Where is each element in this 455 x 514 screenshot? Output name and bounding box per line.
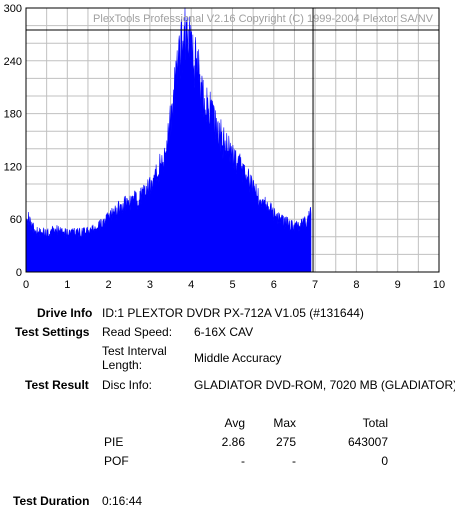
y-tick-label: 240 — [4, 56, 22, 68]
test-interval-value: Middle Accuracy — [194, 351, 282, 365]
disc-info-value: GLADIATOR DVD-ROM, 7020 MB (GLADIATOR) — [194, 378, 455, 392]
y-tick-label: 180 — [4, 109, 22, 121]
test-settings-label: Test Settings — [15, 325, 90, 339]
x-tick-label: 9 — [395, 279, 401, 291]
column-header-max: Max — [273, 416, 296, 430]
x-tick-label: 1 — [64, 279, 70, 291]
y-tick-label: 0 — [16, 267, 22, 279]
y-tick-label: 120 — [4, 161, 22, 173]
y-tick-label: 300 — [4, 3, 22, 15]
x-tick-label: 7 — [312, 279, 318, 291]
pie-chart: PlexTools Professional V2.16 Copyright (… — [4, 3, 445, 291]
x-tick-label: 0 — [23, 279, 29, 291]
pie-total-value: 643007 — [347, 435, 388, 449]
pie-row-label: PIE — [104, 435, 124, 449]
read-speed-value: 6-16X CAV — [194, 325, 254, 339]
pof-max-value: - — [292, 454, 296, 468]
x-tick-label: 2 — [106, 279, 112, 291]
test-interval-label-line2: Length: — [102, 358, 143, 372]
pof-row-label: POF — [104, 454, 129, 468]
chart-title: PlexTools Professional V2.16 Copyright (… — [93, 13, 434, 25]
pie-series-area — [25, 7, 312, 273]
column-header-avg: Avg — [224, 416, 245, 430]
x-tick-label: 5 — [229, 279, 235, 291]
disc-info-label: Disc Info: — [102, 378, 153, 392]
test-duration-value: 0:16:44 — [102, 494, 143, 508]
x-tick-label: 3 — [147, 279, 153, 291]
drive-info-label: Drive Info — [37, 306, 93, 320]
y-tick-label: 60 — [10, 214, 22, 226]
test-interval-label-line1: Test Interval — [102, 344, 167, 358]
x-tick-label: 8 — [353, 279, 359, 291]
pof-total-value: 0 — [381, 454, 388, 468]
x-tick-label: 4 — [188, 279, 194, 291]
x-tick-label: 10 — [433, 279, 445, 291]
pie-avg-value: 2.86 — [221, 435, 245, 449]
read-speed-label: Read Speed: — [102, 325, 173, 339]
x-tick-labels: 0 1 2 3 4 5 6 7 8 9 10 — [23, 279, 445, 291]
column-header-total: Total — [362, 416, 388, 430]
test-duration-label: Test Duration — [13, 494, 90, 508]
test-result-label: Test Result — [25, 378, 89, 392]
plot-border — [25, 7, 440, 273]
pof-avg-value: - — [241, 454, 245, 468]
pie-max-value: 275 — [275, 435, 296, 449]
drive-info-value: ID:1 PLEXTOR DVDR PX-712A V1.05 (#131644… — [102, 306, 364, 320]
x-tick-label: 6 — [271, 279, 277, 291]
y-tick-labels: 0 60 120 180 240 300 — [4, 3, 22, 279]
